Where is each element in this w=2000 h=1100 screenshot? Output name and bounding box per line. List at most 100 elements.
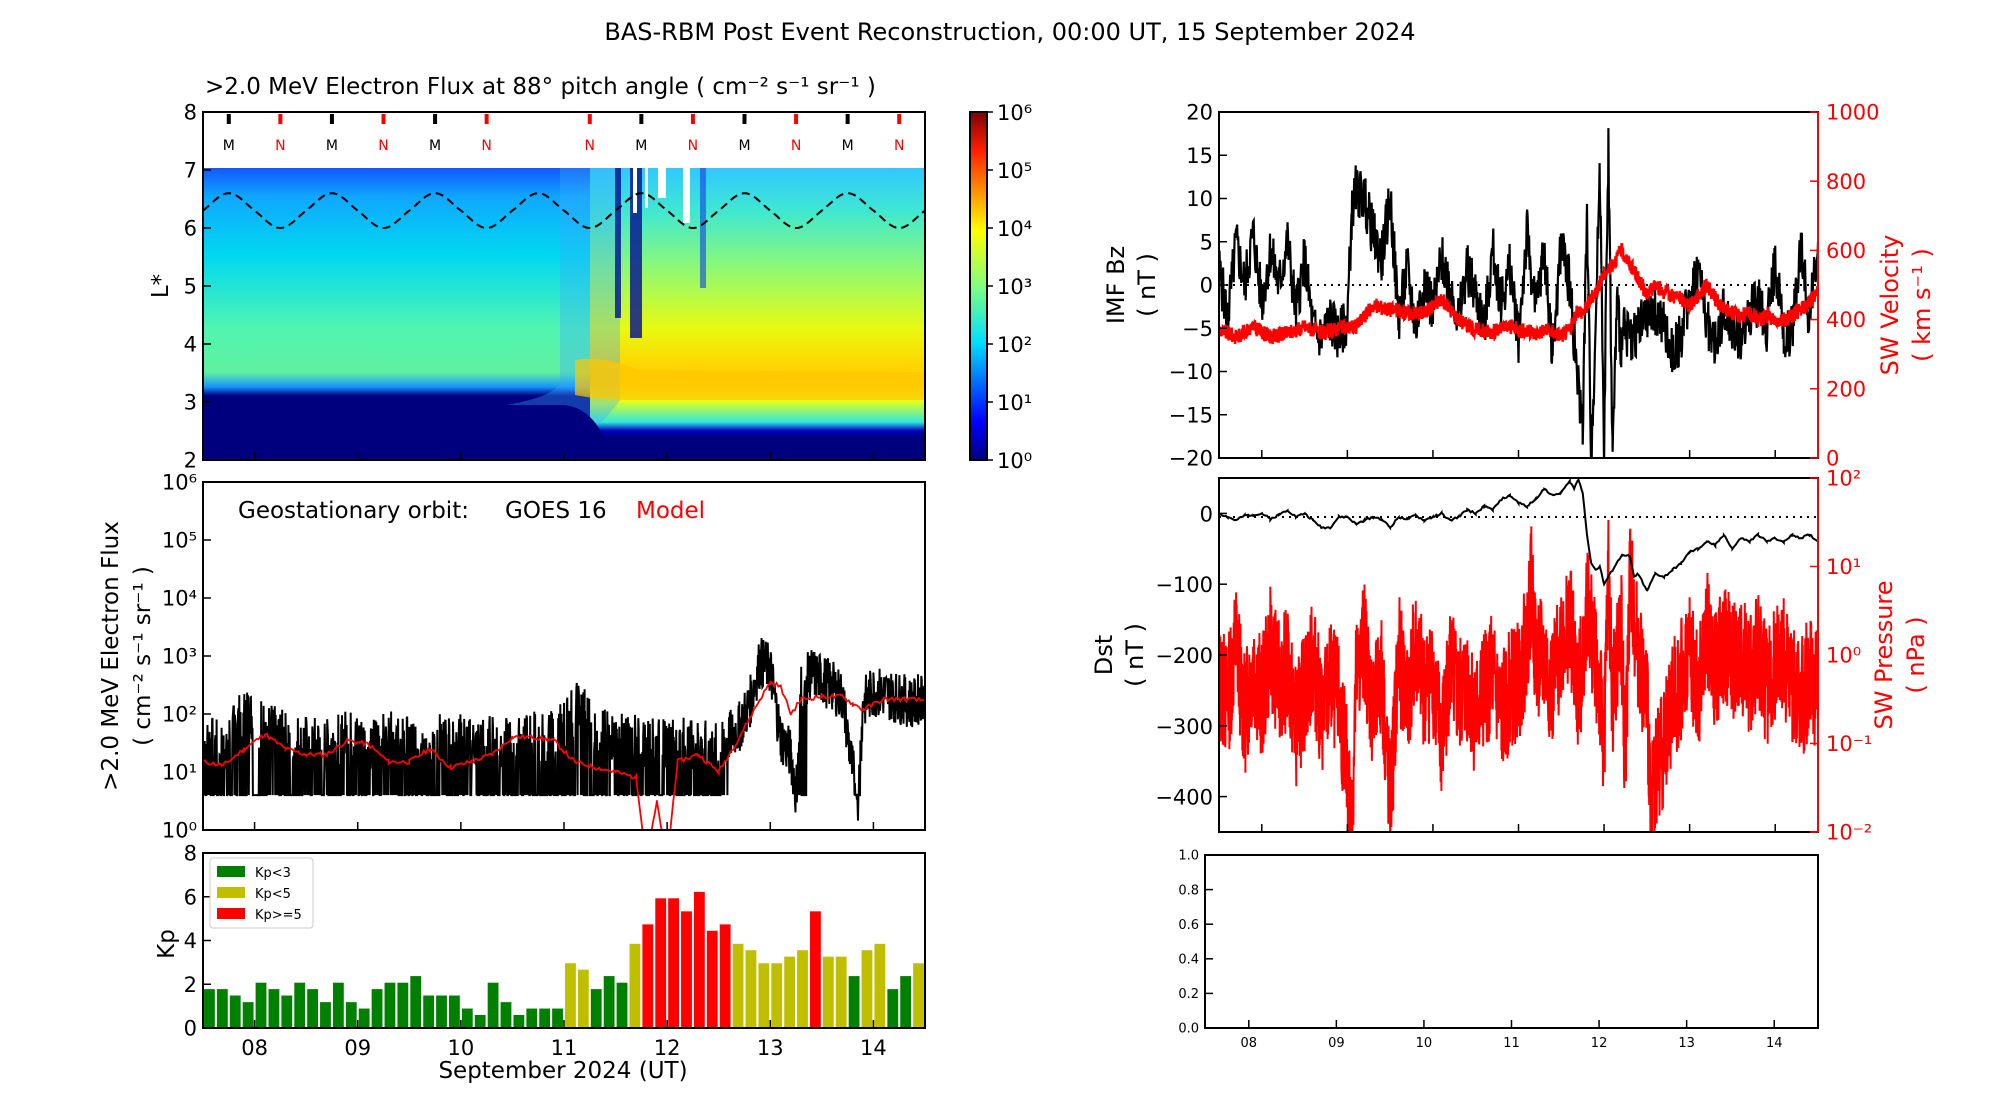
imf-y-label: IMF Bz bbox=[1102, 246, 1130, 324]
y-tick-label: 5 bbox=[1200, 230, 1213, 254]
outer-boundary-dashed-line bbox=[202, 192, 926, 229]
y-tick-label: 10² bbox=[162, 703, 197, 727]
sw-pressure-y-units: ( nPa ) bbox=[1902, 616, 1930, 693]
geo-annotation-satellite: GOES 16 bbox=[505, 498, 607, 524]
mlt-marker-label: M bbox=[326, 138, 338, 154]
kp-legend: Kp<3 Kp<5 Kp>=5 bbox=[209, 857, 314, 929]
geo-annotation-model: Model bbox=[636, 498, 705, 524]
colorbar-tick-label: 10² bbox=[997, 333, 1032, 357]
y-tick-label: 0 bbox=[1200, 274, 1213, 298]
kp-bar bbox=[307, 989, 319, 1028]
colorbar-tick-label: 10⁰ bbox=[997, 449, 1032, 473]
y-tick-label: 10¹ bbox=[1826, 555, 1861, 579]
kp-bar bbox=[410, 976, 422, 1028]
kp-bar bbox=[552, 1008, 563, 1028]
kp-bar bbox=[229, 995, 241, 1028]
y-tick-label: −5 bbox=[1182, 317, 1213, 341]
y-tick-label: 4 bbox=[184, 333, 197, 357]
kp-bar bbox=[603, 976, 615, 1028]
y-tick-label: 600 bbox=[1826, 239, 1866, 263]
y-tick-label: 10⁵ bbox=[162, 529, 197, 553]
y-tick-label: 15 bbox=[1186, 144, 1213, 168]
y-tick-label: 0 bbox=[184, 1017, 197, 1041]
kp-x-label: September 2024 (UT) bbox=[438, 1058, 687, 1084]
empty-x-ticks: 08 09 10 11 12 13 14 bbox=[1241, 1020, 1782, 1051]
kp-bar bbox=[397, 982, 409, 1028]
mlt-marker-label: N bbox=[894, 138, 904, 154]
dst-x-ticks bbox=[1261, 824, 1776, 832]
spectrogram-panel: >2.0 MeV Electron Flux at 88° pitch angl… bbox=[148, 74, 1032, 473]
kp-bar bbox=[526, 1008, 538, 1028]
y-tick-label: −10 bbox=[1169, 360, 1213, 384]
y-tick-label: 10¹ bbox=[162, 761, 197, 785]
kp-bar bbox=[448, 995, 460, 1028]
kp-bar bbox=[706, 930, 718, 1028]
y-tick-label: 1000 bbox=[1826, 101, 1879, 125]
mlt-marker-label: M bbox=[738, 138, 750, 154]
y-tick-label: 0.6 bbox=[1178, 918, 1199, 933]
geo-flux-y-label: >2.0 MeV Electron Flux bbox=[98, 521, 124, 791]
model-flux-line bbox=[203, 680, 925, 830]
kp-bar bbox=[358, 1008, 370, 1028]
mlt-marker-tick bbox=[794, 114, 799, 124]
kp-legend-swatch bbox=[217, 887, 245, 898]
mlt-marker-label: N bbox=[481, 138, 491, 154]
mlt-marker-tick bbox=[897, 114, 902, 124]
sw-pressure-y-label: SW Pressure bbox=[1870, 580, 1898, 729]
colorbar-tick-label: 10³ bbox=[997, 275, 1032, 299]
y-tick-label: 0.0 bbox=[1178, 1022, 1199, 1037]
kp-bar bbox=[900, 976, 912, 1028]
mlt-marker-label: M bbox=[223, 138, 235, 154]
kp-legend-swatch bbox=[217, 908, 245, 919]
geo-flux-panel: 10⁰ 10¹ 10² 10³ 10⁴ 10⁵ 10⁶ Geostationary orbi… bbox=[98, 471, 926, 843]
y-tick-label: 0.8 bbox=[1178, 883, 1199, 898]
kp-bar bbox=[474, 1014, 486, 1028]
kp-bar bbox=[758, 963, 770, 1028]
y-tick-label: 6 bbox=[184, 885, 197, 909]
kp-bar bbox=[281, 995, 293, 1028]
kp-bar bbox=[616, 982, 628, 1028]
imf-x-ticks bbox=[1261, 450, 1776, 458]
kp-bar bbox=[577, 969, 589, 1028]
kp-bar bbox=[294, 982, 306, 1028]
x-tick-label: 11 bbox=[1503, 1036, 1520, 1051]
colorbar-ticks: 10⁰ 10¹ 10² 10³ 10⁴ 10⁵ 10⁶ bbox=[987, 101, 1032, 473]
x-tick-label: 11 bbox=[551, 1036, 578, 1060]
kp-bar bbox=[681, 911, 692, 1028]
x-tick-label: 10 bbox=[1416, 1036, 1433, 1051]
geo-flux-y-units: ( cm⁻² s⁻¹ sr⁻¹ ) bbox=[130, 566, 156, 746]
kp-bar bbox=[500, 1002, 512, 1028]
kp-bar bbox=[693, 891, 705, 1028]
dst-y-units: ( nT ) bbox=[1121, 623, 1149, 687]
kp-y-ticks: 0 2 4 6 8 bbox=[184, 842, 211, 1041]
kp-legend-label: Kp<3 bbox=[255, 866, 291, 881]
x-tick-label: 12 bbox=[654, 1036, 681, 1060]
kp-bar bbox=[668, 898, 680, 1028]
y-tick-label: 0 bbox=[1826, 447, 1839, 471]
mlt-marker-label: N bbox=[688, 138, 698, 154]
y-tick-label: 10⁻¹ bbox=[1826, 732, 1872, 756]
kp-bar bbox=[732, 943, 744, 1028]
y-tick-label: 0 bbox=[1200, 502, 1213, 526]
y-tick-label: 10³ bbox=[162, 645, 197, 669]
x-tick-label: 08 bbox=[241, 1036, 268, 1060]
kp-bar bbox=[629, 943, 641, 1028]
kp-bar bbox=[861, 950, 873, 1028]
y-tick-label: 10 bbox=[1186, 187, 1213, 211]
y-tick-label: 2 bbox=[184, 449, 197, 473]
y-tick-label: 10⁻² bbox=[1826, 821, 1872, 845]
kp-bar bbox=[887, 989, 899, 1028]
spectrogram-x-ticks bbox=[253, 452, 875, 460]
y-tick-label: −100 bbox=[1155, 573, 1213, 597]
kp-bar bbox=[565, 963, 576, 1028]
y-tick-label: 10² bbox=[1826, 467, 1861, 491]
kp-bar bbox=[242, 1002, 254, 1028]
y-tick-label: 4 bbox=[184, 929, 197, 953]
kp-bar bbox=[320, 1002, 331, 1028]
mlt-marker-label: N bbox=[585, 138, 595, 154]
sw-pressure-y-ticks: 10⁻² 10⁻¹ 10⁰ 10¹ 10² bbox=[1810, 467, 1872, 845]
kp-bar bbox=[204, 989, 215, 1028]
empty-y-ticks: 0.0 0.2 0.4 0.6 0.8 1.0 bbox=[1178, 849, 1213, 1037]
colorbar-tick-label: 10⁴ bbox=[997, 217, 1032, 241]
